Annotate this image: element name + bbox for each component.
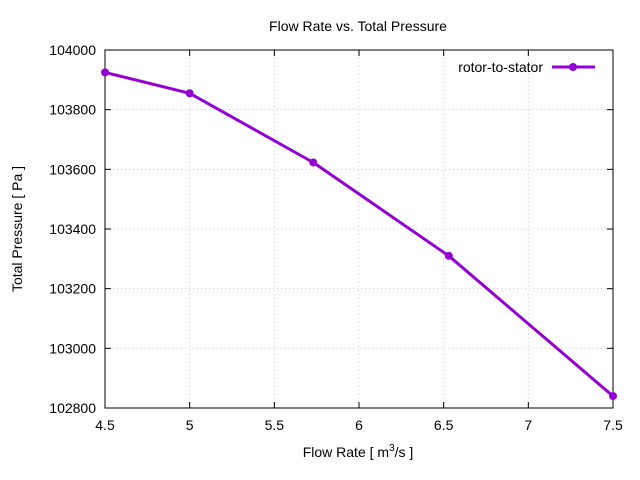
y-axis-label: Total Pressure [ Pa ] [9,166,25,292]
tick-labels: 4.5 5 5.5 6 6.5 7 7.5 102800 103000 103200 103400 1… [49,42,623,433]
x-tick-label: 6.5 [434,417,454,433]
x-axis-label: Flow Rate [ m3/s ] [303,443,414,460]
x-tick-label: 5 [186,417,194,433]
axis-ticks [104,49,614,409]
data-point [309,158,318,167]
legend-marker [569,63,577,71]
y-tick-label: 103000 [49,340,96,356]
y-tick-label: 103600 [49,161,96,177]
data-point [185,89,194,98]
data-point [609,392,617,401]
x-axis-label-superscript: 3 [389,443,395,454]
y-tick-label: 103800 [49,102,96,118]
y-tick-label: 102800 [49,400,96,416]
legend: rotor-to-stator [458,59,595,75]
x-tick-label: 7.5 [603,417,623,433]
x-tick-label: 6 [355,417,363,433]
y-tick-label: 104000 [49,42,96,58]
chart-title: Flow Rate vs. Total Pressure [269,18,447,34]
grid-lines [105,50,613,408]
series-layer [101,68,617,401]
data-point [444,251,453,260]
x-tick-label: 4.5 [95,417,115,433]
x-tick-label: 7 [524,417,532,433]
legend-label: rotor-to-stator [458,59,543,75]
y-tick-label: 103400 [49,221,96,237]
x-tick-label: 5.5 [265,417,285,433]
data-point [101,68,109,77]
y-tick-label: 103200 [49,281,96,297]
